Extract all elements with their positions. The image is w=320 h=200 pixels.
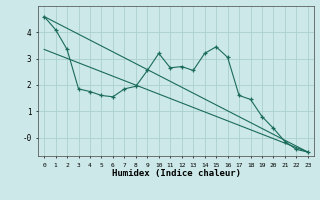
X-axis label: Humidex (Indice chaleur): Humidex (Indice chaleur) — [111, 169, 241, 178]
